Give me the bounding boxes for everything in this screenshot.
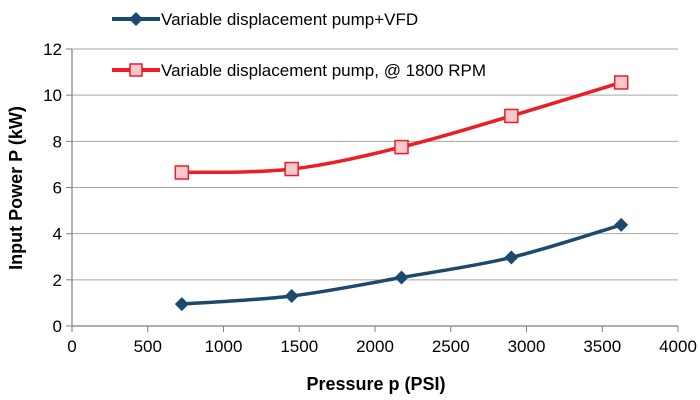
series-layer: [174, 75, 629, 312]
x-tick-label: 500: [134, 337, 162, 356]
legend: Variable displacement pump+VFD Variable …: [112, 10, 486, 80]
y-tick-label: 0: [53, 317, 62, 336]
data-point-diamond: [284, 288, 299, 303]
x-axis-title: Pressure p (PSI): [306, 374, 445, 394]
gridlines: [72, 48, 678, 281]
y-ticks: 0 2 4 6 8 10 12: [43, 40, 72, 336]
legend-marker-square: [129, 63, 143, 77]
data-point-diamond: [614, 217, 629, 232]
data-point-square: [613, 75, 629, 90]
y-tick-label: 8: [53, 132, 62, 151]
y-tick-label: 10: [43, 86, 62, 105]
series-line-1: [181, 223, 622, 306]
x-tick-label: 1000: [205, 337, 243, 356]
x-tick-label: 2500: [432, 337, 470, 356]
series-2: [174, 75, 629, 180]
y-tick-label: 4: [53, 225, 62, 244]
data-point-square: [174, 165, 190, 180]
x-tick-label: 1500: [280, 337, 318, 356]
series-line-2: [181, 80, 622, 175]
x-ticks: 0 500 1000 1500 2000 2500 3000 3500 4000: [67, 326, 697, 356]
x-tick-label: 2000: [356, 337, 394, 356]
data-point-square: [284, 161, 299, 177]
legend-marker-diamond: [129, 12, 143, 26]
data-point-square: [504, 108, 519, 124]
x-tick-label: 4000: [659, 337, 697, 356]
x-tick-label: 3000: [508, 337, 546, 356]
legend-item-series-1: Variable displacement pump+VFD: [112, 10, 418, 29]
y-tick-label: 2: [53, 271, 62, 290]
y-tick-label: 6: [53, 179, 62, 198]
x-tick-label: 3500: [583, 337, 621, 356]
series-1: [174, 217, 629, 312]
data-point-diamond: [174, 297, 189, 312]
legend-label-series-2: Variable displacement pump, @ 1800 RPM: [161, 61, 486, 80]
x-tick-label: 0: [67, 337, 76, 356]
data-point-diamond: [504, 250, 519, 265]
legend-label-series-1: Variable displacement pump+VFD: [161, 10, 418, 29]
data-point-square: [394, 139, 409, 155]
y-tick-label: 12: [43, 40, 62, 59]
legend-item-series-2: Variable displacement pump, @ 1800 RPM: [112, 61, 486, 80]
y-axis-title: Input Power P (kW): [6, 106, 26, 270]
data-point-diamond: [394, 270, 409, 285]
